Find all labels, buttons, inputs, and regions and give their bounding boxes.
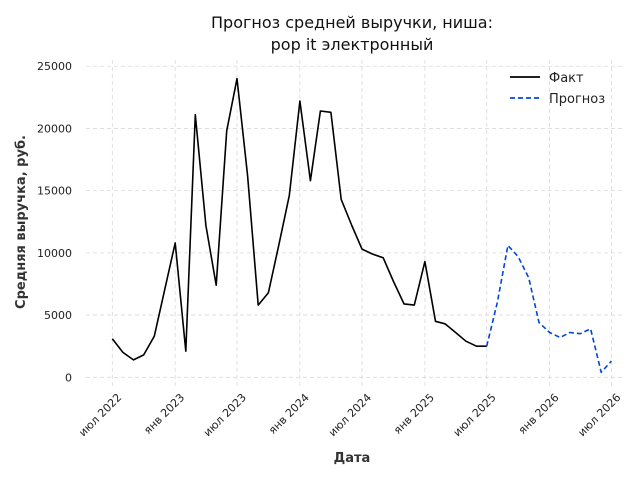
x-tick-label: июл 2022	[76, 391, 124, 439]
x-axis-ticks: июл 2022 янв 2023 июл 2023 янв 2024 июл 2024…	[76, 391, 623, 439]
x-axis-label: Дата	[334, 451, 371, 466]
y-tick-label: 0	[65, 371, 72, 384]
chart-title-line2: pop it электронный	[271, 35, 434, 54]
legend-label-forecast: Прогноз	[549, 92, 605, 107]
series-line-fact	[111, 77, 487, 361]
x-tick-label: янв 2024	[266, 391, 312, 437]
series-lines	[111, 77, 612, 374]
x-tick-label: янв 2025	[391, 391, 437, 437]
y-tick-label: 25000	[37, 60, 72, 73]
legend: Факт Прогноз	[510, 71, 605, 107]
series-line-forecast	[485, 244, 612, 374]
grid	[86, 60, 622, 386]
x-tick-label: июл 2023	[201, 391, 249, 439]
legend-label-fact: Факт	[549, 71, 584, 86]
y-tick-label: 10000	[37, 247, 72, 260]
x-tick-label: июл 2024	[326, 391, 374, 439]
x-tick-label: янв 2026	[516, 391, 562, 437]
y-tick-label: 15000	[37, 185, 72, 198]
x-tick-label: июл 2025	[451, 391, 499, 439]
x-tick-label: янв 2023	[141, 391, 187, 437]
x-tick-label: июл 2026	[575, 391, 623, 439]
y-tick-label: 20000	[37, 122, 72, 135]
y-axis-ticks: 0 5000 10000 15000 20000 25000	[37, 60, 72, 384]
y-axis-label: Средняя выручка, руб.	[14, 135, 29, 309]
y-tick-label: 5000	[44, 309, 72, 322]
chart-title-line1: Прогноз средней выручки, ниша:	[211, 13, 493, 32]
